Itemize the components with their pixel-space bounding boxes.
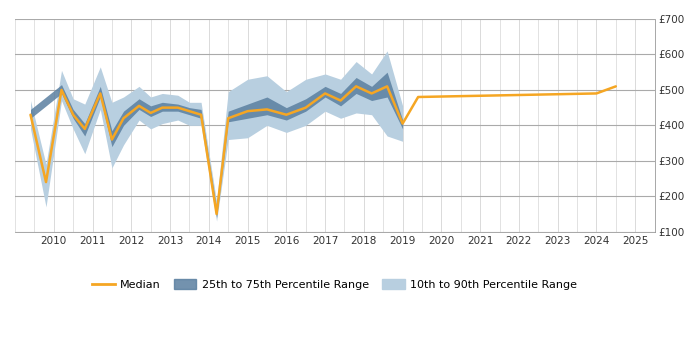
Legend: Median, 25th to 75th Percentile Range, 10th to 90th Percentile Range: Median, 25th to 75th Percentile Range, 1… (92, 279, 578, 290)
